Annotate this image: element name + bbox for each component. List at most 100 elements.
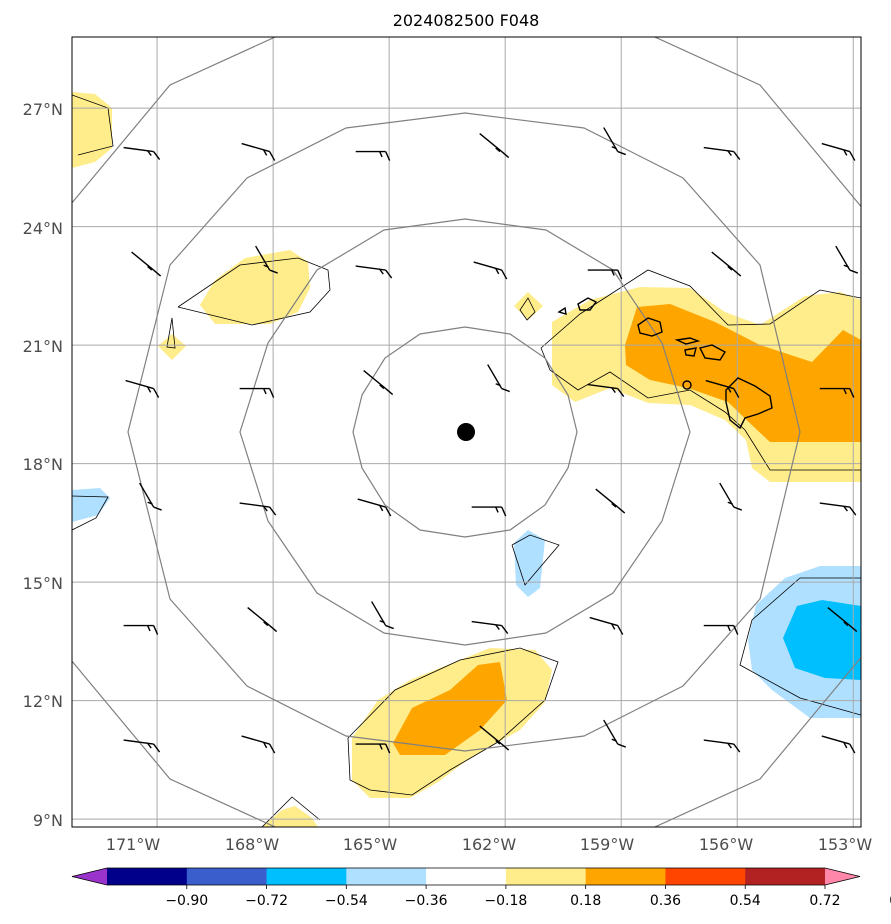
wind-barb-37 <box>355 743 391 754</box>
wind-barb-22 <box>239 502 277 516</box>
wind-barb-20 <box>819 387 855 398</box>
colorbar-label-2: −0.54 <box>325 893 368 909</box>
colorbar-segment-8 <box>745 868 826 885</box>
wind-barb-26 <box>719 482 743 511</box>
island-small-nw-2 <box>557 306 567 315</box>
colorbar-segment-7 <box>665 868 746 885</box>
shade-negative-south-central <box>514 530 545 597</box>
colorbar-label-1: −0.72 <box>245 893 288 909</box>
wind-barbs <box>123 127 859 754</box>
wind-barb-14 <box>125 379 160 398</box>
wind-barb-11 <box>587 269 623 280</box>
coastlines <box>557 297 773 430</box>
range-ring-4 <box>72 37 861 827</box>
lon-label-153w: 153°W <box>818 835 873 854</box>
wind-barb-33 <box>703 624 739 635</box>
wind-barb-8 <box>255 245 278 274</box>
colorbar-label-3: −0.36 <box>405 893 448 909</box>
shade-positive-north <box>200 250 310 324</box>
lon-label-156w: 156°W <box>699 835 754 854</box>
colorbar-segment-0 <box>107 868 188 885</box>
wind-barb-4 <box>603 127 626 156</box>
colorbar-segment-4 <box>426 868 507 885</box>
island-hawaii-big <box>725 377 773 430</box>
island-small-nw-1 <box>577 297 598 311</box>
colorbar <box>71 867 861 886</box>
contour-small-center <box>519 297 536 321</box>
colorbar-segment-6 <box>585 868 666 885</box>
wind-barb-0 <box>123 146 161 160</box>
lat-label-24n: 24°N <box>23 219 63 238</box>
colorbar-label-8: 0.72 <box>809 893 840 909</box>
storm-center-marker <box>457 423 475 441</box>
wind-barb-39 <box>603 719 626 748</box>
wind-barb-5 <box>703 146 741 160</box>
contour-south <box>347 647 559 796</box>
lat-label-12n: 12°N <box>23 692 63 711</box>
lon-label-162w: 162°W <box>462 835 517 854</box>
shade-positive-small-west <box>158 334 186 360</box>
wind-barb-35 <box>123 739 161 753</box>
contour-south-central <box>511 534 560 586</box>
lat-label-27n: 27°N <box>23 100 63 119</box>
colorbar-segment-3 <box>346 868 427 885</box>
colorbar-extend-low <box>72 868 107 885</box>
wind-barb-2 <box>355 150 391 161</box>
wind-barb-28 <box>123 624 159 635</box>
colorbar-label-9: 0.90 <box>889 893 891 909</box>
shade-negative-se-core <box>783 600 861 680</box>
wind-barb-21 <box>139 482 162 511</box>
wind-barb-9 <box>355 265 393 279</box>
wind-barb-30 <box>371 601 394 630</box>
contour-nw <box>72 94 114 156</box>
lon-label-165w: 165°W <box>343 835 398 854</box>
colorbar-extend-high <box>825 868 860 885</box>
wind-barb-7 <box>131 251 162 277</box>
colorbar-label-7: 0.54 <box>730 893 761 909</box>
colorbar-segment-5 <box>505 868 587 885</box>
wind-barb-23 <box>357 498 392 517</box>
wind-barb-18 <box>587 383 625 397</box>
lon-label-168w: 168°W <box>225 835 280 854</box>
range-ring-2 <box>239 218 691 646</box>
island-small-ring <box>682 380 692 390</box>
wind-barb-38 <box>479 725 510 751</box>
shade-positive-small-center <box>514 292 543 320</box>
contour-north <box>177 257 331 326</box>
wind-barb-31 <box>471 620 509 634</box>
wind-barb-36 <box>241 735 276 754</box>
island-oahu <box>674 337 701 345</box>
island-kauai <box>637 317 663 337</box>
shade-positive-sw-edge <box>262 806 318 827</box>
wind-barb-34 <box>827 607 858 633</box>
colorbar-labels: −0.90 −0.72 −0.54 −0.36 −0.18 0.18 0.36 0.54 0.7… <box>165 885 891 909</box>
wind-barb-17 <box>487 364 510 393</box>
contour-sw <box>261 796 321 827</box>
island-molokai <box>684 347 697 357</box>
lon-label-159w: 159°W <box>580 835 635 854</box>
wind-barb-19 <box>705 379 740 398</box>
island-maui <box>698 344 726 361</box>
colorbar-segment-2 <box>266 868 347 885</box>
wind-barb-10 <box>473 261 508 280</box>
wind-barb-32 <box>589 616 624 635</box>
wind-barb-24 <box>471 506 507 517</box>
contour-small-west <box>166 317 176 349</box>
wind-barb-3 <box>479 133 510 159</box>
wind-barb-41 <box>821 735 856 754</box>
wind-barb-40 <box>703 739 741 753</box>
range-ring-3 <box>127 112 801 752</box>
colorbar-label-0: −0.90 <box>165 893 208 909</box>
lat-label-9n: 9°N <box>33 811 63 830</box>
wind-barb-16 <box>363 370 394 396</box>
colorbar-label-5: 0.18 <box>570 893 601 909</box>
colorbar-segment-1 <box>186 868 268 885</box>
range-ring-1 <box>352 326 578 538</box>
wind-barb-27 <box>819 502 857 516</box>
lon-label-171w: 171°W <box>106 835 161 854</box>
wind-barb-15 <box>239 387 275 398</box>
wind-barb-1 <box>241 142 276 161</box>
map-frame <box>71 36 862 828</box>
